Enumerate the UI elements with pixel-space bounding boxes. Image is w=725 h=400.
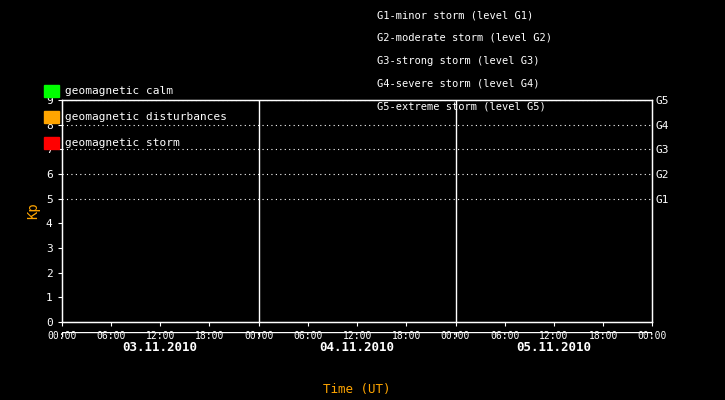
Text: geomagnetic calm: geomagnetic calm (65, 86, 173, 96)
Text: 03.11.2010: 03.11.2010 (123, 341, 198, 354)
Text: G1-minor storm (level G1): G1-minor storm (level G1) (377, 10, 534, 20)
Text: 04.11.2010: 04.11.2010 (320, 341, 394, 354)
Text: G2-moderate storm (level G2): G2-moderate storm (level G2) (377, 33, 552, 43)
Text: 05.11.2010: 05.11.2010 (516, 341, 592, 354)
Y-axis label: Kp: Kp (26, 203, 41, 219)
Text: geomagnetic storm: geomagnetic storm (65, 138, 180, 148)
Text: G5-extreme storm (level G5): G5-extreme storm (level G5) (377, 101, 546, 111)
Text: Time (UT): Time (UT) (323, 383, 391, 396)
Text: G4-severe storm (level G4): G4-severe storm (level G4) (377, 78, 539, 88)
Text: geomagnetic disturbances: geomagnetic disturbances (65, 112, 227, 122)
Text: G3-strong storm (level G3): G3-strong storm (level G3) (377, 56, 539, 66)
